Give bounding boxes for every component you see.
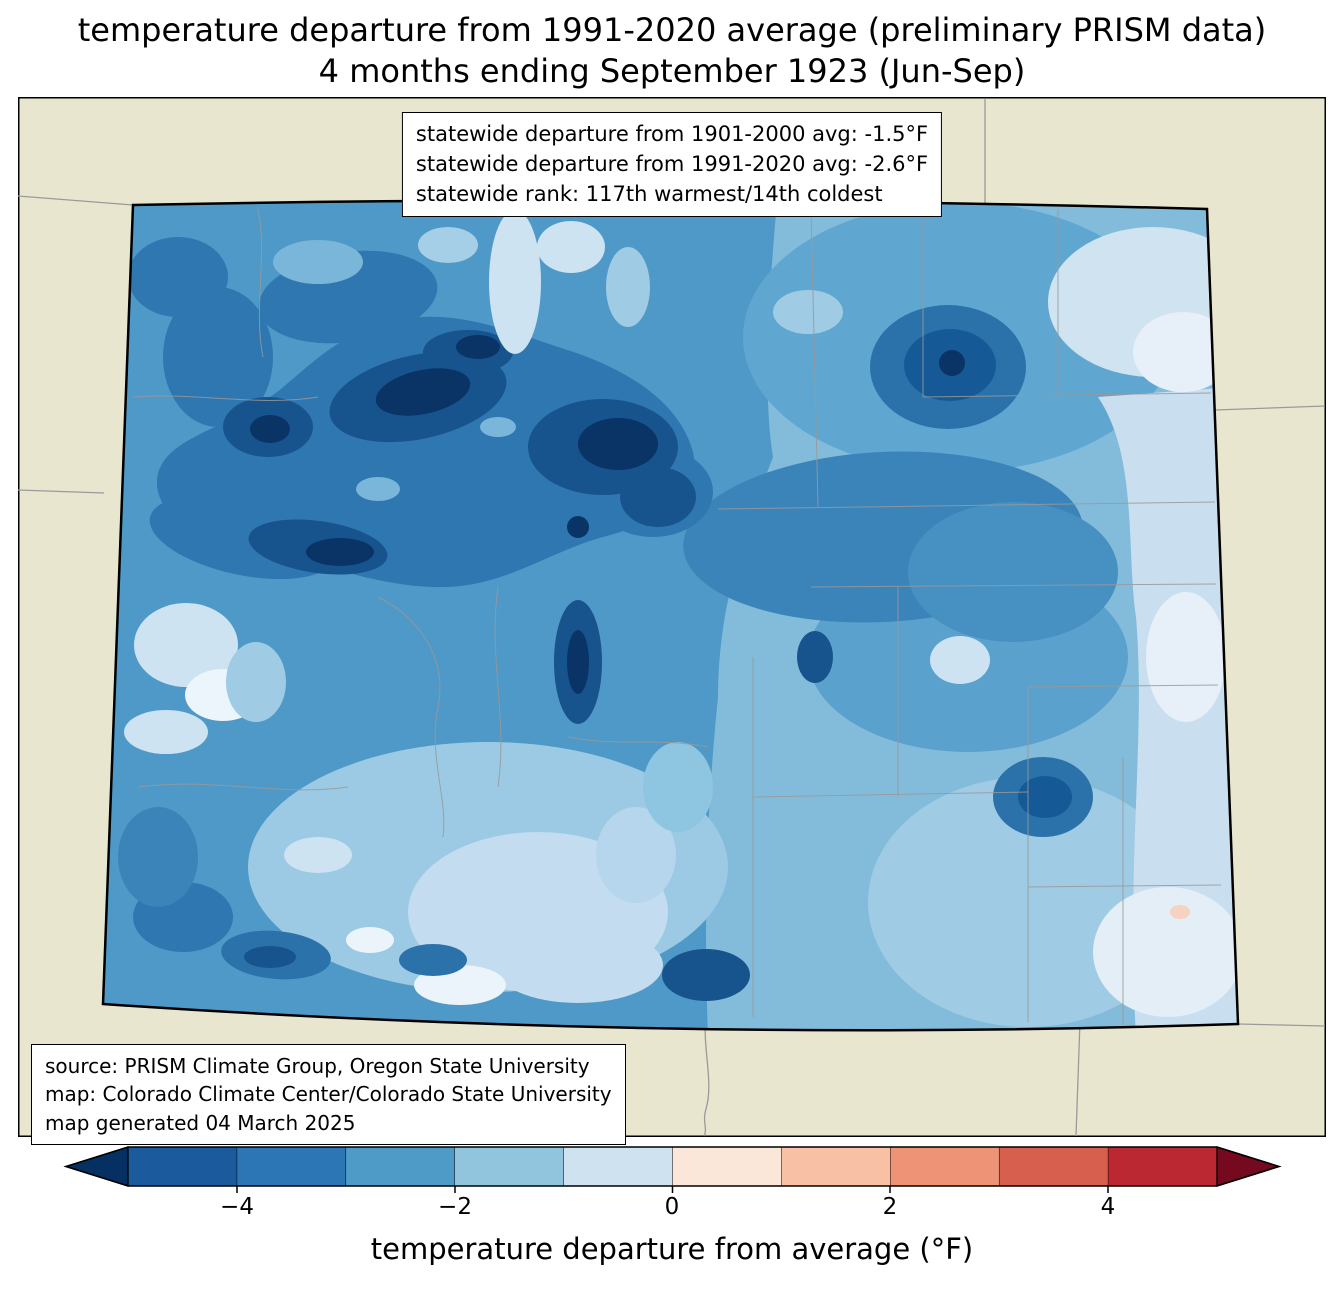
figure-title: temperature departure from 1991-2020 ave… (0, 10, 1344, 92)
colorbar-outline (63, 1146, 1282, 1187)
colorbar (0, 1140, 1344, 1200)
stats-line-2: statewide departure from 1991-2020 avg: … (415, 151, 929, 176)
colorbar-tick-label: −4 (220, 1194, 254, 1220)
source-line-1: source: PRISM Climate Group, Oregon Stat… (45, 1054, 590, 1078)
source-box: source: PRISM Climate Group, Oregon Stat… (31, 1044, 626, 1146)
title-line-2: 4 months ending September 1923 (Jun-Sep) (318, 51, 1026, 90)
colorbar-arrow-right (1216, 1146, 1282, 1187)
colorbar-segments (127, 1146, 1218, 1187)
stats-box: statewide departure from 1901-2000 avg: … (401, 112, 943, 218)
county-borders (132, 208, 1222, 1025)
neighbor-state-borders (18, 99, 1326, 1137)
colorbar-tick-label: 2 (882, 1194, 898, 1220)
colorbar-tick-label: 4 (1100, 1194, 1116, 1220)
map-frame (18, 97, 1326, 1137)
colorbar-tick-label: 0 (664, 1194, 680, 1220)
colorbar-axis-label: temperature departure from average (°F) (370, 1232, 974, 1266)
colorbar-tick-label: −2 (438, 1194, 472, 1220)
stats-line-3: statewide rank: 117th warmest/14th colde… (415, 181, 883, 206)
title-line-1: temperature departure from 1991-2020 ave… (77, 11, 1267, 49)
colorbar-tick-marks (236, 1186, 1109, 1193)
colorbar-svg (63, 1146, 1282, 1193)
colorado-map (18, 97, 1326, 1137)
contour-fills (103, 200, 1238, 1031)
source-line-2: map: Colorado Climate Center/Colorado St… (45, 1082, 612, 1107)
colorbar-arrow-left (63, 1146, 129, 1187)
source-line-3: map generated 04 March 2025 (45, 1110, 356, 1135)
stats-line-1: statewide departure from 1901-2000 avg: … (415, 122, 929, 146)
